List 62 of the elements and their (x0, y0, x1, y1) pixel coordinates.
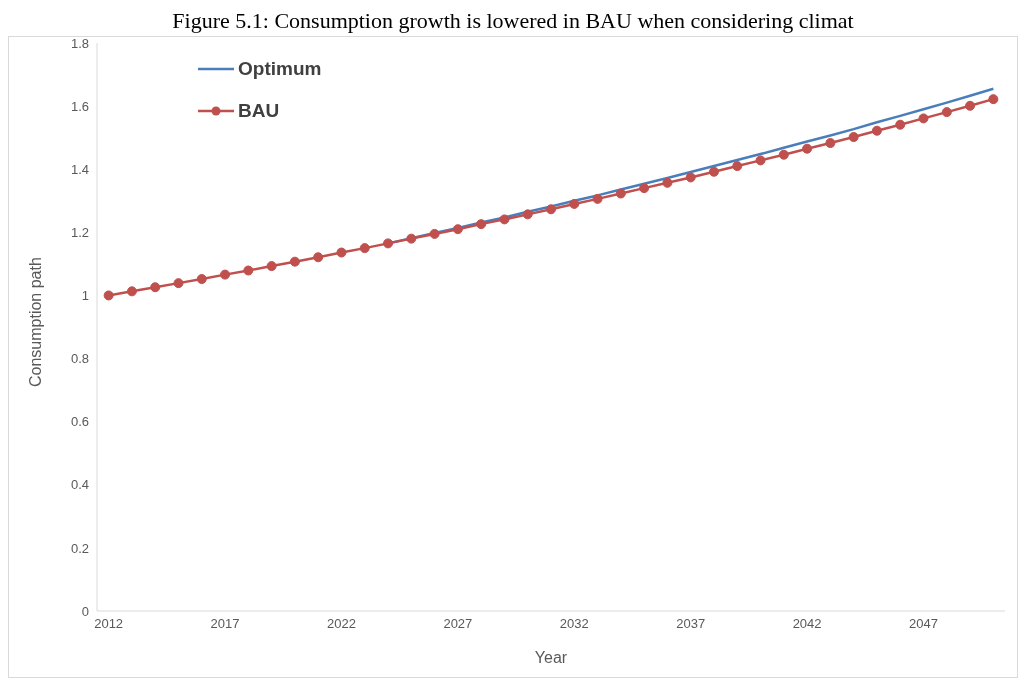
y-tick-label: 1.8 (70, 35, 89, 51)
y-tick-label: 0.8 (70, 351, 89, 367)
point (429, 228, 440, 239)
y-tick-label: 1.2 (70, 224, 89, 240)
x-axis-title: Year (534, 649, 568, 666)
point (359, 243, 370, 254)
point (965, 100, 976, 111)
y-tick-label: 1 (81, 288, 89, 304)
point (615, 188, 626, 199)
point (220, 269, 231, 280)
point (406, 233, 417, 244)
point (126, 286, 137, 297)
point (778, 149, 789, 160)
y-tick-label: 0.6 (70, 414, 89, 430)
point (336, 247, 347, 258)
point (150, 282, 161, 293)
x-tick-label: 2042 (792, 616, 822, 632)
x-tick-label: 2037 (676, 616, 706, 632)
point (802, 143, 813, 154)
point (452, 224, 463, 235)
x-tick-label: 2012 (94, 616, 124, 632)
x-tick-label: 2017 (210, 616, 240, 632)
legend-label: Optimum (238, 58, 322, 80)
legend-label: BAU (238, 100, 280, 122)
point (569, 198, 580, 209)
chart-title: Figure 5.1: Consumption growth is lowered in BAU when considering climat (171, 8, 855, 35)
point (732, 161, 743, 172)
point (546, 204, 556, 215)
x-tick-label: 2032 (559, 616, 589, 632)
point (755, 155, 766, 166)
point (918, 113, 929, 124)
point (266, 261, 277, 272)
x-tick-label: 2027 (443, 616, 473, 632)
y-tick-label: 1.6 (70, 98, 89, 114)
point (383, 238, 394, 249)
point (639, 183, 650, 194)
point (196, 274, 207, 285)
y-axis-title: Consumption path (26, 257, 44, 387)
point (103, 290, 114, 301)
point (988, 94, 999, 105)
point (522, 209, 533, 220)
point (708, 166, 719, 177)
point (313, 252, 324, 263)
point (825, 138, 836, 149)
point (499, 214, 510, 225)
y-tick-label: 0.2 (70, 540, 89, 556)
x-tick-label: 2022 (327, 616, 356, 632)
y-tick-label: 1.4 (70, 161, 89, 177)
point (848, 132, 859, 143)
point (662, 177, 673, 188)
y-tick-label: 0.4 (70, 477, 89, 493)
point (243, 265, 254, 276)
x-tick-label: 2047 (909, 616, 938, 632)
point (941, 107, 952, 118)
point (871, 125, 882, 136)
y-tick-label: 0 (81, 603, 89, 619)
point (173, 278, 184, 289)
point (895, 119, 906, 130)
point (592, 193, 603, 204)
point (289, 256, 300, 267)
point (476, 219, 487, 230)
point (685, 172, 696, 183)
